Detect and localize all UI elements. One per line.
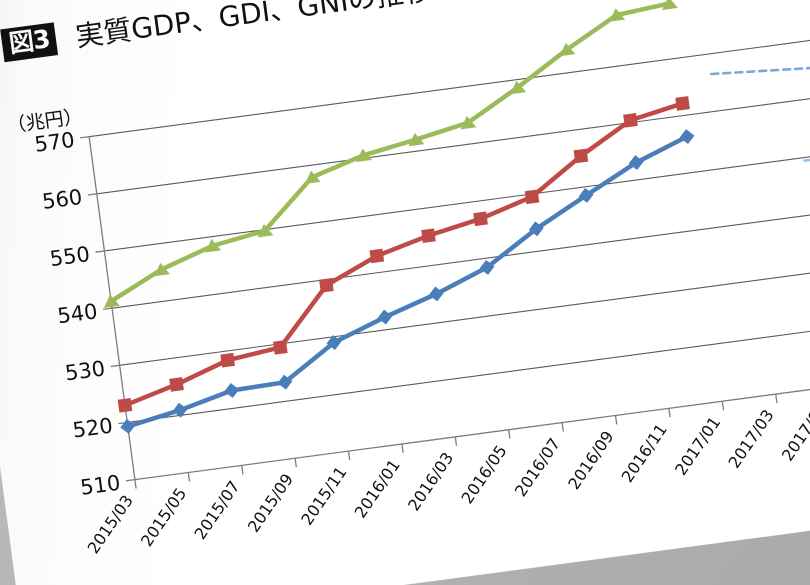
data-point-実質GDI (573, 148, 589, 164)
y-gridline (89, 22, 810, 138)
middle-trend-dashed (709, 58, 810, 76)
data-point-実質GDP (326, 335, 342, 350)
data-point-実質GDP (628, 155, 644, 171)
data-point-実質GDP (479, 259, 495, 275)
data-point-実質GDP (172, 402, 188, 418)
y-tick-label: 560 (41, 185, 84, 214)
x-tickmark (721, 401, 725, 411)
x-tick-label: 2015/05 (137, 484, 190, 550)
data-point-実質GDP (224, 383, 240, 398)
x-tickmark (134, 479, 137, 489)
y-tickmark (95, 250, 105, 253)
x-tickmark (454, 436, 458, 446)
y-tick-label: 540 (56, 299, 99, 328)
data-point-実質GNI (356, 148, 373, 162)
data-point-実質GDI (524, 189, 540, 205)
y-gridline (111, 193, 810, 309)
y-gridline (96, 79, 810, 195)
x-tickmark (401, 443, 404, 454)
x-tickmark (668, 408, 671, 418)
figure-number-badge: 図3 (0, 22, 59, 63)
x-tick-label: 2015/11 (297, 463, 350, 529)
data-point-実質GNI (408, 132, 425, 147)
data-point-実質GDP (120, 419, 136, 434)
x-tick-label: 2016/09 (564, 427, 617, 493)
y-tickmark (110, 364, 120, 368)
y-tick-label: 550 (48, 242, 91, 271)
y-gridline (104, 136, 810, 252)
x-tick-label: 2017/05 (778, 399, 810, 465)
data-point-実質GDP (277, 374, 293, 390)
data-point-実質GNI (257, 224, 274, 238)
data-point-実質GNI (205, 239, 222, 253)
y-tick-label: 520 (71, 414, 114, 443)
x-tick-label: 2016/03 (404, 449, 457, 515)
x-tickmark (614, 415, 618, 425)
data-point-実質GDP (528, 221, 544, 237)
x-tickmark (347, 451, 351, 461)
data-point-実質GNI (460, 116, 477, 130)
y-tick-label: 510 (79, 471, 122, 500)
x-tick-label: 2015/09 (244, 470, 297, 536)
data-point-実質GDP (428, 286, 444, 302)
lower-trend-solid (803, 149, 810, 162)
x-tickmark (187, 472, 191, 482)
data-point-実質GDI (421, 228, 436, 243)
y-tick-label: 530 (64, 356, 107, 385)
data-point-実質GDI (675, 96, 690, 111)
x-tick-label: 2016/07 (511, 434, 564, 500)
data-point-実質GDI (369, 248, 385, 264)
series-line-実質GDI (122, 101, 685, 408)
x-tickmark (561, 422, 564, 432)
figure-title: 実質GDP、GDI、GNIの推移 (73, 0, 434, 54)
series-line-実質GNI (108, 1, 672, 304)
x-tick-label: 2015/03 (84, 492, 137, 558)
data-point-実質GNI (609, 8, 626, 22)
x-tick-label: 2016/01 (351, 456, 404, 522)
x-tick-label: 2015/07 (190, 477, 243, 543)
data-point-実質GDI (473, 211, 488, 227)
data-point-実質GNI (154, 262, 170, 277)
data-point-実質GNI (304, 170, 321, 184)
data-point-実質GNI (510, 80, 527, 95)
series-line-実質GDP (125, 134, 690, 429)
x-tickmark (241, 465, 244, 475)
x-tick-label: 2016/05 (457, 442, 510, 508)
x-tick-label: 2017/03 (724, 406, 777, 472)
x-tickmark (294, 458, 297, 468)
data-point-実質GDP (578, 187, 594, 203)
data-point-実質GNI (662, 0, 678, 11)
y-tickmark (103, 307, 113, 310)
x-tick-label: 2016/11 (618, 420, 671, 486)
x-tickmark (508, 429, 511, 439)
y-tick-label: 570 (33, 128, 76, 157)
data-point-実質GDI (623, 112, 638, 128)
data-point-実質GDI (169, 377, 184, 392)
y-tickmark (87, 193, 97, 196)
data-point-実質GDP (377, 309, 393, 325)
x-tick-label: 2017/01 (671, 413, 724, 479)
data-point-実質GDI (220, 352, 235, 368)
y-gridline (127, 307, 810, 424)
y-tickmark (125, 478, 135, 482)
data-point-実質GDI (117, 398, 133, 413)
data-point-実質GNI (103, 294, 120, 308)
data-point-実質GNI (559, 42, 576, 57)
y-gridline (119, 250, 810, 366)
data-point-実質GDI (273, 340, 288, 355)
data-point-実質GDI (319, 278, 334, 293)
data-point-実質GDP (679, 129, 695, 145)
x-tickmark (775, 394, 778, 404)
chart-plot-area: 510 520 530 540 550 560 570 2015/03 2015/05 2015/… (17, 0, 810, 557)
y-tickmark (80, 136, 90, 139)
